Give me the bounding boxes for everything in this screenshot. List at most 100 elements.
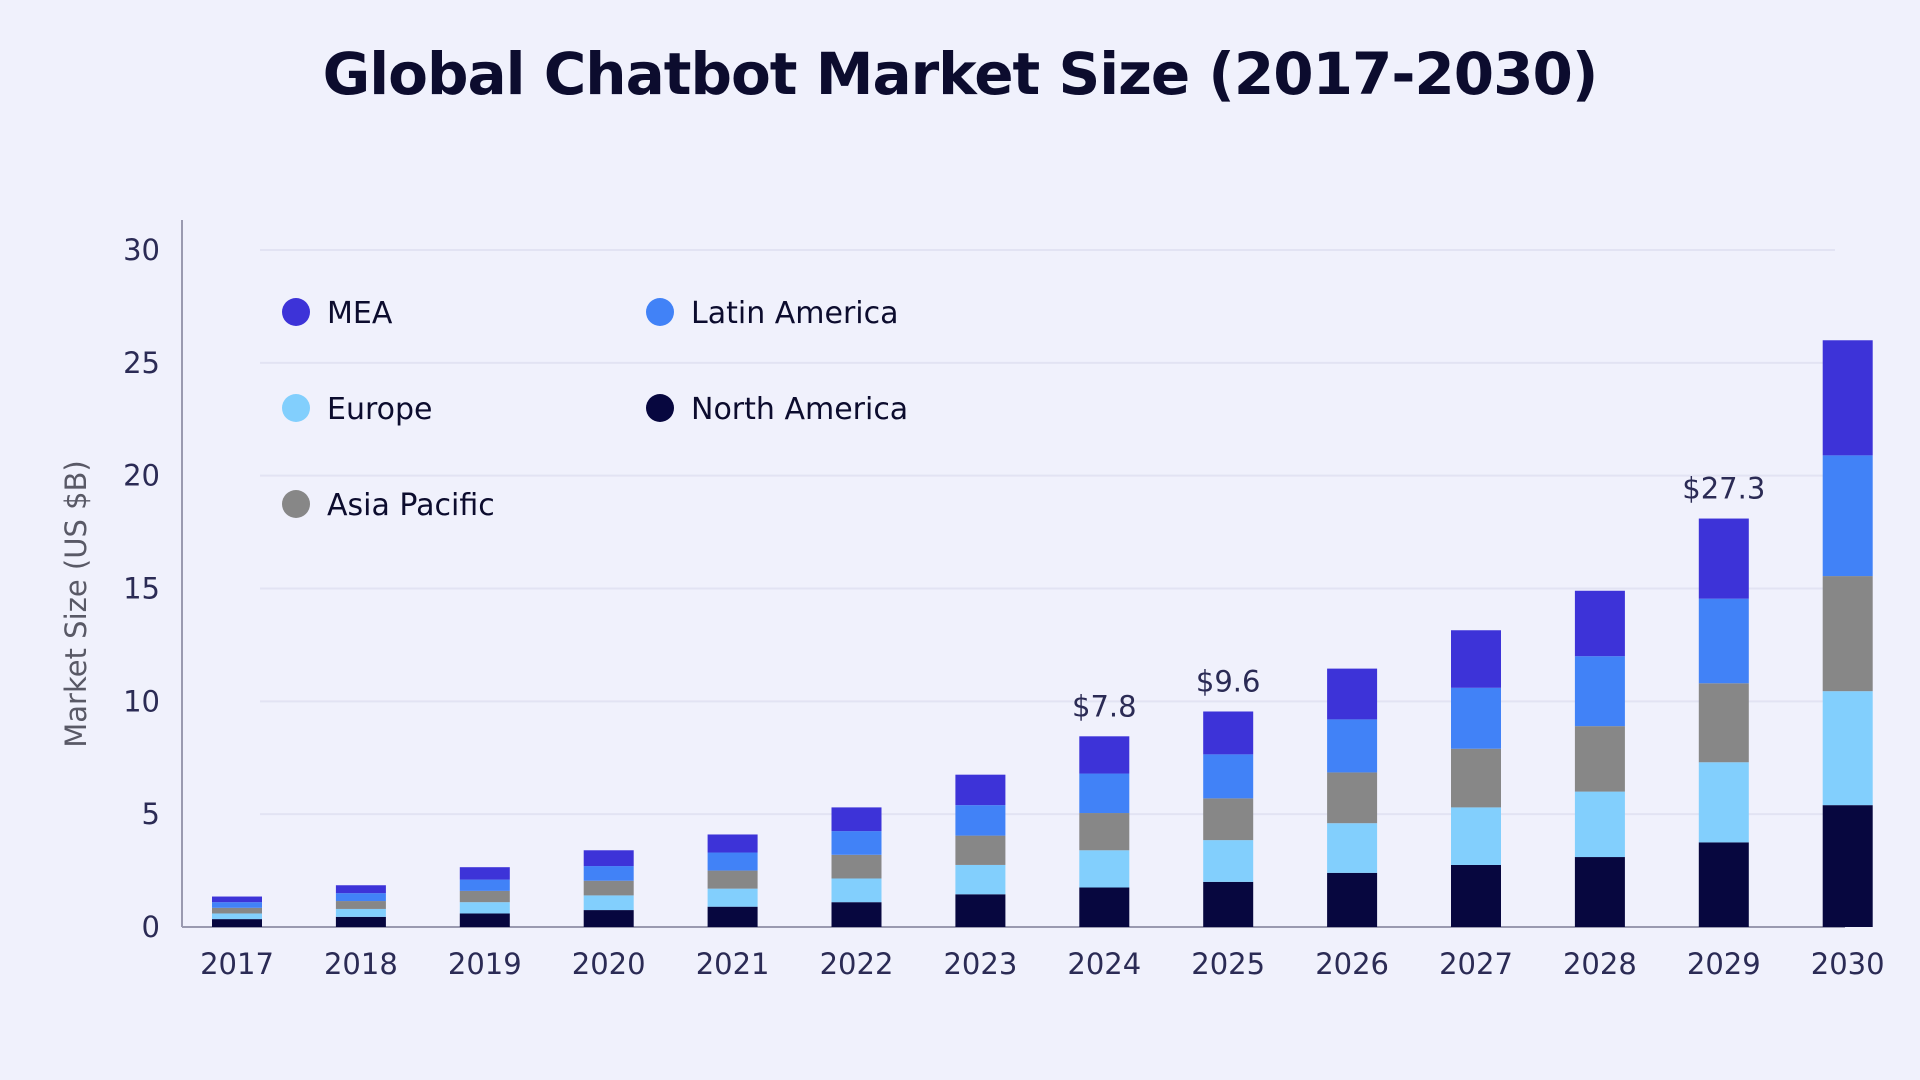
bar-europe-2021 (707, 888, 758, 907)
bar-asia-pacific-2017 (212, 907, 262, 914)
bar-asia-pacific-2027 (1451, 748, 1501, 808)
bar-north-america-2022 (831, 902, 882, 927)
y-tick-label-30: 30 (123, 233, 160, 267)
data-label-2029: $27.3 (1682, 472, 1765, 506)
bar-latin-america-2023 (955, 805, 1006, 836)
bar-latin-america-2017 (212, 902, 262, 908)
bar-europe-2030 (1822, 691, 1873, 806)
bar-north-america-2020 (583, 910, 634, 927)
bar-asia-pacific-2026 (1327, 772, 1378, 824)
bar-asia-pacific-2018 (335, 901, 386, 909)
legend-label-north-america: North America (691, 392, 908, 427)
x-tick-label-2019: 2019 (448, 947, 522, 981)
bar-north-america-2025 (1203, 881, 1254, 927)
bar-north-america-2026 (1327, 872, 1378, 927)
bar-asia-pacific-2030 (1822, 576, 1873, 692)
bar-europe-2028 (1574, 791, 1625, 858)
bar-north-america-2017 (212, 919, 262, 927)
bar-mea-2020 (583, 850, 634, 867)
bar-latin-america-2026 (1327, 719, 1378, 773)
bar-north-america-2021 (707, 906, 758, 927)
x-tick-label-2027: 2027 (1439, 947, 1513, 981)
bar-europe-2018 (335, 908, 386, 917)
bar-latin-america-2019 (459, 879, 510, 891)
bar-latin-america-2020 (583, 866, 634, 881)
legend-label-mea: MEA (327, 296, 393, 331)
y-tick-label-15: 15 (123, 572, 160, 606)
bar-latin-america-2025 (1203, 754, 1254, 799)
bar-latin-america-2018 (335, 893, 386, 902)
bar-mea-2027 (1451, 630, 1501, 688)
y-tick-label-25: 25 (123, 346, 160, 380)
grid-layer (260, 249, 1835, 816)
y-tick-label-20: 20 (123, 459, 160, 493)
bar-north-america-2019 (459, 913, 510, 927)
data-label-2025: $9.6 (1196, 664, 1261, 698)
bar-latin-america-2028 (1574, 656, 1625, 727)
bar-asia-pacific-2019 (459, 890, 510, 903)
bar-mea-2017 (212, 896, 262, 903)
bar-europe-2024 (1079, 850, 1130, 888)
bar-mea-2018 (335, 885, 386, 894)
bar-asia-pacific-2024 (1079, 813, 1130, 851)
bar-mea-2021 (707, 834, 758, 853)
bar-mea-2028 (1574, 590, 1625, 657)
x-tick-label-2028: 2028 (1563, 947, 1637, 981)
bar-latin-america-2029 (1698, 598, 1749, 684)
data-label-2024: $7.8 (1072, 689, 1137, 723)
y-axis-title: Market Size (US $B) (59, 460, 93, 747)
bar-europe-2027 (1451, 807, 1501, 865)
legend-label-asia-pacific: Asia Pacific (327, 488, 495, 523)
bar-asia-pacific-2028 (1574, 726, 1625, 792)
bar-asia-pacific-2020 (583, 880, 634, 896)
bars-layer (212, 340, 1873, 927)
bar-latin-america-2024 (1079, 773, 1130, 814)
bar-north-america-2018 (335, 916, 386, 927)
bar-north-america-2024 (1079, 887, 1130, 927)
bar-latin-america-2021 (707, 852, 758, 871)
bar-latin-america-2030 (1822, 455, 1873, 577)
chart-title: Global Chatbot Market Size (2017-2030) (322, 40, 1599, 108)
bar-europe-2029 (1698, 762, 1749, 843)
x-tick-label-2024: 2024 (1067, 947, 1141, 981)
legend-label-europe: Europe (327, 392, 433, 427)
y-tick-label-5: 5 (142, 797, 160, 831)
x-tick-label-2018: 2018 (324, 947, 398, 981)
x-tick-label-2029: 2029 (1687, 947, 1761, 981)
bar-mea-2026 (1327, 668, 1378, 720)
bar-mea-2019 (459, 867, 510, 880)
legend-marker-europe (282, 394, 310, 422)
legend-marker-north-america (646, 394, 674, 422)
x-tick-label-2021: 2021 (696, 947, 770, 981)
x-tick-label-2026: 2026 (1315, 947, 1389, 981)
bar-latin-america-2022 (831, 831, 882, 855)
bar-north-america-2030 (1822, 805, 1873, 927)
bar-asia-pacific-2022 (831, 854, 882, 879)
x-tick-label-2025: 2025 (1191, 947, 1265, 981)
bar-north-america-2028 (1574, 857, 1625, 927)
bar-north-america-2029 (1698, 842, 1749, 927)
bar-europe-2017 (212, 913, 262, 920)
x-tick-label-2022: 2022 (820, 947, 894, 981)
bar-mea-2029 (1698, 518, 1749, 599)
legend-layer: MEA Latin America Europe North America Asia … (282, 296, 908, 523)
bar-mea-2023 (955, 774, 1006, 806)
legend-marker-latin-america (646, 298, 674, 326)
x-tick-label-2030: 2030 (1811, 947, 1885, 981)
bar-europe-2023 (955, 864, 1006, 895)
bar-asia-pacific-2029 (1698, 683, 1749, 763)
legend-marker-mea (282, 298, 310, 326)
bar-europe-2019 (459, 902, 510, 914)
bar-mea-2030 (1822, 340, 1873, 456)
bar-asia-pacific-2023 (955, 835, 1006, 865)
bar-mea-2022 (831, 807, 882, 832)
bar-mea-2025 (1203, 711, 1254, 755)
x-tick-label-2020: 2020 (572, 947, 646, 981)
x-tick-label-2023: 2023 (943, 947, 1017, 981)
axis-layer: 0 5 10 15 20 25 30 Market Size (US $B) (59, 220, 1845, 944)
legend-marker-asia-pacific (282, 490, 310, 518)
y-tick-label-0: 0 (142, 910, 160, 944)
labels-layer: 2017 2018 2019 2020 2021 2022 2023 2024 2025 2026… (200, 472, 1885, 981)
bar-asia-pacific-2025 (1203, 798, 1254, 841)
